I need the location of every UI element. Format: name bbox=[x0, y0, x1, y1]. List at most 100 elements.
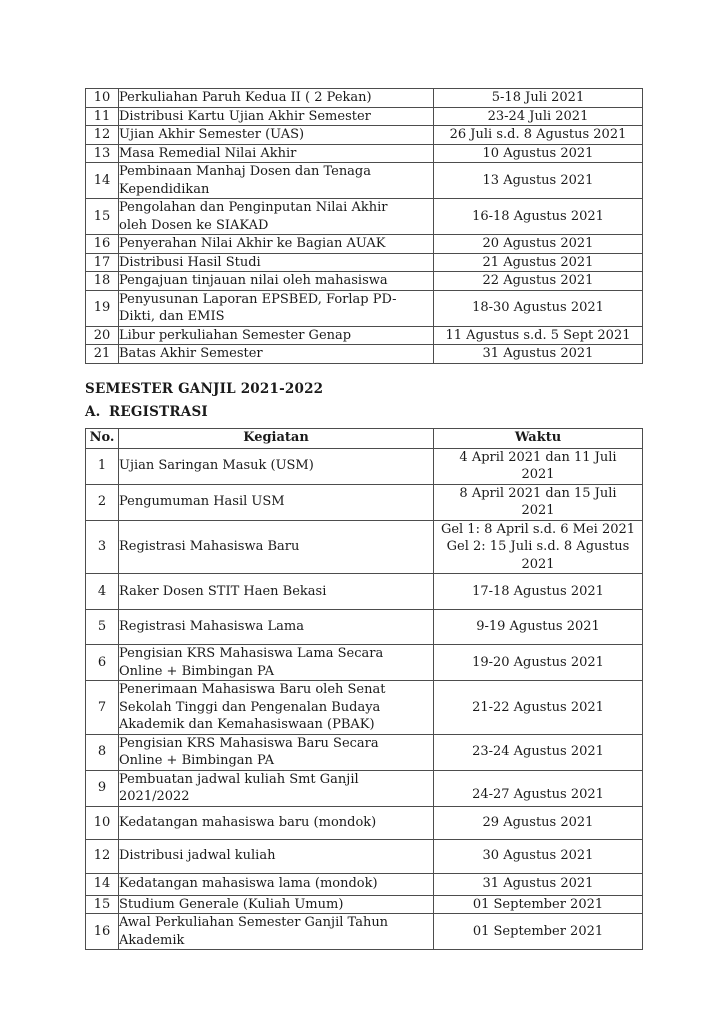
cell-no: 13 bbox=[85, 143, 119, 163]
table-row: 2 Pengumuman Hasil USM 8 April 2021 dan 15… bbox=[85, 483, 643, 521]
section-heading: SEMESTER GANJIL 2021-2022 bbox=[85, 380, 324, 397]
cell-kegiatan: Perkuliahan Paruh Kedua II ( 2 Pekan) bbox=[118, 88, 434, 108]
subsection-title: REGISTRASI bbox=[109, 403, 208, 420]
cell-no: 1 bbox=[85, 447, 119, 485]
cell-kegiatan: Registrasi Mahasiswa Baru bbox=[118, 519, 434, 574]
table-row: 19 Penyusunan Laporan EPSBED, Forlap PD- … bbox=[85, 289, 643, 327]
cell-waktu: 10 Agustus 2021 bbox=[433, 143, 643, 163]
cell-kegiatan: Registrasi Mahasiswa Lama bbox=[118, 609, 434, 645]
cell-no: 5 bbox=[85, 609, 119, 645]
table-row: 11 Distribusi Kartu Ujian Akhir Semester 2… bbox=[85, 106, 643, 126]
table-row: 3 Registrasi Mahasiswa Baru Gel 1: 8 April… bbox=[85, 519, 643, 574]
cell-no: 3 bbox=[85, 519, 119, 574]
cell-waktu: 29 Agustus 2021 bbox=[433, 805, 643, 840]
cell-no: 19 bbox=[85, 289, 119, 327]
table-row: 20 Libur perkuliahan Semester Genap 11 Agu… bbox=[85, 325, 643, 345]
cell-kegiatan: Libur perkuliahan Semester Genap bbox=[118, 325, 434, 345]
cell-waktu: 01 September 2021 bbox=[433, 913, 643, 950]
cell-waktu: 9-19 Agustus 2021 bbox=[433, 609, 643, 645]
cell-waktu: 11 Agustus s.d. 5 Sept 2021 bbox=[433, 325, 643, 345]
cell-no: 2 bbox=[85, 483, 119, 521]
cell-waktu: 4 April 2021 dan 11 Juli 2021 bbox=[433, 447, 643, 485]
cell-waktu: 8 April 2021 dan 15 Juli 2021 bbox=[433, 483, 643, 521]
table-header-row: No. Kegiatan Waktu bbox=[85, 427, 643, 449]
table-row: 14 Kedatangan mahasiswa lama (mondok) 31 A… bbox=[85, 872, 643, 896]
cell-kegiatan: Penerimaan Mahasiswa Baru oleh Senat Sek… bbox=[118, 680, 434, 735]
cell-no: 16 bbox=[85, 913, 119, 950]
cell-no: 21 bbox=[85, 344, 119, 364]
cell-waktu: 20 Agustus 2021 bbox=[433, 234, 643, 254]
cell-kegiatan: Pengumuman Hasil USM bbox=[118, 483, 434, 521]
table-row: 5 Registrasi Mahasiswa Lama 9-19 Agustus 2… bbox=[85, 609, 643, 645]
cell-waktu: 22 Agustus 2021 bbox=[433, 271, 643, 291]
table-row: 10 Kedatangan mahasiswa baru (mondok) 29 A… bbox=[85, 805, 643, 840]
subsection-heading: A. REGISTRASI bbox=[85, 403, 642, 421]
cell-no: 14 bbox=[85, 162, 119, 199]
cell-no: 10 bbox=[85, 805, 119, 840]
cell-waktu: 31 Agustus 2021 bbox=[433, 872, 643, 896]
cell-waktu: 31 Agustus 2021 bbox=[433, 344, 643, 364]
cell-no: 15 bbox=[85, 198, 119, 235]
header-waktu: Waktu bbox=[433, 427, 643, 449]
cell-waktu: 23-24 Agustus 2021 bbox=[433, 733, 643, 771]
table-row: 6 Pengisian KRS Mahasiswa Lama Secara Onl… bbox=[85, 644, 643, 681]
cell-kegiatan: Distribusi Hasil Studi bbox=[118, 252, 434, 272]
cell-kegiatan: Penyusunan Laporan EPSBED, Forlap PD- Di… bbox=[118, 289, 434, 327]
cell-kegiatan: Pengisian KRS Mahasiswa Baru Secara Onli… bbox=[118, 733, 434, 771]
cell-kegiatan: Ujian Saringan Masuk (USM) bbox=[118, 447, 434, 485]
cell-waktu: 17-18 Agustus 2021 bbox=[433, 573, 643, 610]
page-content: 10 Perkuliahan Paruh Kedua II ( 2 Pekan) 5… bbox=[85, 88, 643, 950]
cell-no: 6 bbox=[85, 644, 119, 681]
cell-waktu: 16-18 Agustus 2021 bbox=[433, 198, 643, 235]
table-row: 1 Ujian Saringan Masuk (USM) 4 April 2021 … bbox=[85, 447, 643, 485]
semester-genap-table-continued: 10 Perkuliahan Paruh Kedua II ( 2 Pekan) 5… bbox=[85, 88, 643, 364]
cell-waktu: 18-30 Agustus 2021 bbox=[433, 289, 643, 327]
table-row: 9 Pembuatan jadwal kuliah Smt Ganjil 2021… bbox=[85, 769, 643, 807]
cell-no: 10 bbox=[85, 88, 119, 108]
cell-kegiatan: Raker Dosen STIT Haen Bekasi bbox=[118, 573, 434, 610]
cell-kegiatan: Pengolahan dan Penginputan Nilai Akhir o… bbox=[118, 198, 434, 235]
cell-kegiatan: Pengajuan tinjauan nilai oleh mahasiswa bbox=[118, 271, 434, 291]
table-row: 4 Raker Dosen STIT Haen Bekasi 17-18 Agust… bbox=[85, 573, 643, 610]
cell-waktu: 13 Agustus 2021 bbox=[433, 162, 643, 199]
table-row: 18 Pengajuan tinjauan nilai oleh mahasisw… bbox=[85, 271, 643, 291]
cell-kegiatan: Kedatangan mahasiswa baru (mondok) bbox=[118, 805, 434, 840]
cell-waktu: Gel 1: 8 April s.d. 6 Mei 2021 Gel 2: 15… bbox=[433, 519, 643, 574]
cell-waktu: 21-22 Agustus 2021 bbox=[433, 680, 643, 735]
table-row: 16 Penyerahan Nilai Akhir ke Bagian AUAK 2… bbox=[85, 234, 643, 254]
cell-no: 20 bbox=[85, 325, 119, 345]
cell-kegiatan: Awal Perkuliahan Semester Ganjil Tahun A… bbox=[118, 913, 434, 950]
cell-kegiatan: Distribusi jadwal kuliah bbox=[118, 838, 434, 874]
table-row: 21 Batas Akhir Semester 31 Agustus 2021 bbox=[85, 344, 643, 364]
cell-no: 18 bbox=[85, 271, 119, 291]
cell-waktu: 01 September 2021 bbox=[433, 894, 643, 914]
cell-no: 11 bbox=[85, 106, 119, 126]
cell-no: 14 bbox=[85, 872, 119, 896]
cell-waktu: 5-18 Juli 2021 bbox=[433, 88, 643, 108]
cell-no: 8 bbox=[85, 733, 119, 771]
header-kegiatan: Kegiatan bbox=[118, 427, 434, 449]
table-row: 8 Pengisian KRS Mahasiswa Baru Secara Onl… bbox=[85, 733, 643, 771]
table-row: 15 Pengolahan dan Penginputan Nilai Akhir… bbox=[85, 198, 643, 235]
cell-no: 15 bbox=[85, 894, 119, 914]
cell-kegiatan: Pembinaan Manhaj Dosen dan Tenaga Kepend… bbox=[118, 162, 434, 199]
header-no: No. bbox=[85, 427, 119, 449]
cell-kegiatan: Penyerahan Nilai Akhir ke Bagian AUAK bbox=[118, 234, 434, 254]
cell-kegiatan: Distribusi Kartu Ujian Akhir Semester bbox=[118, 106, 434, 126]
registrasi-table: No. Kegiatan Waktu 1 Ujian Saringan Masuk… bbox=[85, 427, 643, 950]
cell-kegiatan: Pengisian KRS Mahasiswa Lama Secara Onli… bbox=[118, 644, 434, 681]
cell-no: 4 bbox=[85, 573, 119, 610]
table-row: 12 Distribusi jadwal kuliah 30 Agustus 202… bbox=[85, 838, 643, 874]
cell-waktu: 21 Agustus 2021 bbox=[433, 252, 643, 272]
cell-no: 7 bbox=[85, 680, 119, 735]
table-row: 10 Perkuliahan Paruh Kedua II ( 2 Pekan) 5… bbox=[85, 88, 643, 108]
cell-waktu: 23-24 Juli 2021 bbox=[433, 106, 643, 126]
table-row: 17 Distribusi Hasil Studi 21 Agustus 2021 bbox=[85, 252, 643, 272]
cell-no: 12 bbox=[85, 125, 119, 145]
cell-waktu: 24-27 Agustus 2021 bbox=[433, 769, 643, 807]
subsection-label: A. bbox=[85, 403, 101, 420]
table-row: 16 Awal Perkuliahan Semester Ganjil Tahun… bbox=[85, 913, 643, 950]
cell-kegiatan: Pembuatan jadwal kuliah Smt Ganjil 2021/… bbox=[118, 769, 434, 807]
cell-kegiatan: Masa Remedial Nilai Akhir bbox=[118, 143, 434, 163]
